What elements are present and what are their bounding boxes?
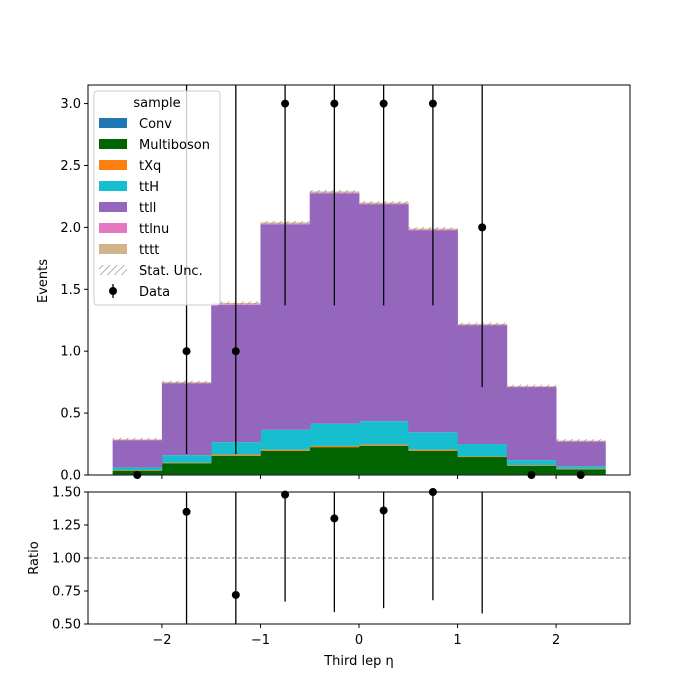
bar-tth-bin-4 [309, 423, 360, 446]
ratio-point-4 [379, 506, 388, 515]
bar-txq-bin-5 [359, 444, 409, 446]
ratio-y-axis-label: Ratio [27, 541, 42, 574]
legend-swatch-txq [99, 160, 127, 170]
stacked-bars [112, 191, 606, 475]
data-point-5 [379, 99, 388, 108]
stat-unc-bin-9 [556, 439, 606, 443]
ratio-points [182, 488, 483, 624]
bar-tth-bin-5 [359, 421, 409, 445]
bar-tth-bin-6 [408, 432, 458, 450]
ratio-y-ticks: 0.50 0.75 1.00 1.25 1.50 [52, 486, 88, 633]
bar-multiboson-bin-3 [260, 450, 311, 475]
legend-label-tttt: tttt [139, 243, 159, 258]
bar-tth-bin-8 [506, 460, 557, 466]
x-axis-label: Third lep η [323, 654, 394, 669]
bar-tth-bin-9 [556, 466, 606, 469]
bar-ttll-bin-8 [506, 387, 557, 461]
legend-marker-data [109, 287, 117, 295]
legend-title: sample [133, 96, 180, 111]
bar-txq-bin-7 [457, 456, 508, 458]
legend-swatch-tttt [99, 244, 127, 254]
bar-txq-bin-1 [161, 462, 212, 464]
data-point-2 [231, 347, 240, 356]
bar-txq-bin-2 [211, 454, 261, 456]
legend-label-multiboson: Multiboson [139, 138, 210, 153]
y-tick-label: 2.5 [60, 159, 81, 174]
y-tick-label: 1.0 [60, 345, 81, 360]
x-tick-label: 0 [355, 633, 363, 648]
y-tick-label: 0.5 [60, 407, 81, 422]
y-tick-label: 3.0 [60, 97, 81, 112]
legend: sample Conv Multiboson tXq ttH ttll ttlnu tttt… [93, 90, 221, 306]
bar-tth-bin-0 [112, 467, 163, 471]
legend-swatch-tth [99, 181, 127, 191]
bar-ttll-bin-0 [112, 440, 163, 468]
bar-multiboson-bin-6 [408, 450, 458, 475]
bar-multiboson-bin-5 [359, 445, 409, 475]
ratio-y-tick-label: 1.25 [52, 519, 81, 534]
bar-multiboson-bin-2 [211, 455, 261, 475]
legend-swatch-multiboson [99, 139, 127, 149]
ratio-point-0 [182, 507, 191, 516]
legend-swatch-conv [99, 118, 127, 128]
main-panel: 0.0 0.5 1.0 1.5 2.0 2.5 3.0 Events [36, 84, 631, 484]
legend-label-stat-unc: Stat. Unc. [139, 264, 203, 279]
legend-label-ttlnu: ttlnu [139, 222, 169, 237]
bar-multiboson-bin-7 [457, 457, 508, 475]
bar-multiboson-bin-8 [506, 465, 557, 475]
main-y-ticks: 0.0 0.5 1.0 1.5 2.0 2.5 3.0 [60, 97, 88, 484]
legend-label-txq: tXq [139, 159, 161, 174]
bar-tth-bin-1 [161, 455, 212, 463]
ratio-y-tick-label: 1.00 [52, 552, 81, 567]
legend-label-conv: Conv [139, 117, 172, 132]
data-point-1 [182, 347, 191, 356]
data-point-3 [281, 99, 290, 108]
data-point-6 [428, 99, 437, 108]
legend-swatch-ttll [99, 202, 127, 212]
data-point-4 [330, 99, 339, 108]
x-tick-label: 2 [552, 633, 560, 648]
ratio-x-ticks: −2 −1 0 1 2 [152, 624, 560, 648]
y-axis-label: Events [36, 259, 51, 303]
bar-txq-bin-3 [260, 449, 311, 451]
bar-multiboson-bin-1 [161, 463, 212, 475]
data-points [133, 85, 585, 479]
y-tick-label: 1.5 [60, 283, 81, 298]
y-tick-label: 2.0 [60, 221, 81, 236]
bar-ttll-bin-9 [556, 441, 606, 467]
x-tick-label: −2 [152, 633, 171, 648]
ratio-point-2 [281, 490, 290, 499]
x-tick-label: 1 [453, 633, 461, 648]
bar-txq-bin-8 [506, 465, 557, 466]
legend-label-ttll: ttll [139, 201, 156, 216]
legend-items: Conv Multiboson tXq ttH ttll ttlnu tttt Stat. U… [99, 117, 210, 300]
legend-label-data: Data [139, 285, 170, 300]
stat-unc-bin-8 [506, 384, 557, 388]
ratio-y-tick-label: 1.50 [52, 486, 81, 501]
bar-tth-bin-7 [457, 444, 508, 457]
legend-label-tth: ttH [139, 180, 159, 195]
y-tick-label: 0.0 [60, 469, 81, 484]
ratio-y-tick-label: 0.75 [52, 585, 81, 600]
main-x-ticks [161, 475, 557, 479]
ratio-point-1 [231, 590, 240, 599]
bar-multiboson-bin-4 [309, 447, 360, 475]
bar-txq-bin-9 [556, 468, 606, 470]
bar-tth-bin-3 [260, 429, 311, 450]
legend-swatch-ttlnu [99, 223, 127, 233]
ratio-point-3 [330, 514, 339, 523]
legend-swatch-stat-unc [99, 265, 127, 275]
bar-txq-bin-4 [309, 445, 360, 448]
stat-unc-bin-0 [112, 437, 162, 441]
ratio-y-tick-label: 0.50 [52, 618, 81, 633]
bar-txq-bin-0 [112, 470, 163, 471]
bar-txq-bin-6 [408, 449, 458, 451]
ratio-panel: 0.50 0.75 1.00 1.25 1.50 −2 −1 0 1 2 Ratio Third… [27, 486, 631, 669]
data-point-7 [478, 223, 487, 232]
x-tick-label: −1 [251, 633, 270, 648]
